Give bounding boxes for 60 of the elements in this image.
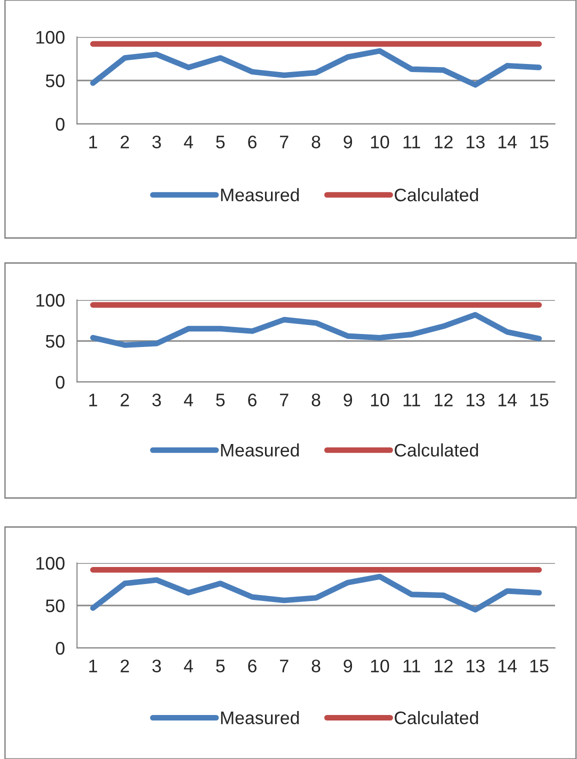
x-tick-label: 10: [371, 660, 390, 672]
x-tick-label: 2: [120, 660, 129, 672]
x-tick-label: 6: [248, 660, 256, 672]
x-tick-label: 12: [434, 136, 453, 148]
y-tick-label: 50: [46, 334, 64, 348]
y-tick-label: 50: [46, 599, 64, 612]
x-tick-label: 11: [404, 394, 420, 406]
x-tick-label: 5: [216, 394, 225, 406]
x-tick-label: 5: [216, 660, 225, 672]
x-tick-label: 13: [466, 136, 485, 148]
y-tick-label: 100: [36, 30, 64, 44]
x-tick-label: 1: [89, 136, 98, 148]
legend-label: Calculated: [394, 711, 478, 724]
x-tick-label: 9: [344, 660, 352, 672]
x-tick-label: 4: [184, 394, 194, 406]
x-tick-label: 14: [498, 660, 517, 672]
y-tick-label: 0: [56, 376, 64, 389]
x-tick-label: 10: [371, 136, 390, 148]
x-tick-label: 7: [280, 394, 288, 406]
x-tick-label: 3: [152, 394, 161, 406]
x-tick-label: 14: [498, 136, 517, 148]
x-tick-label: 7: [280, 660, 288, 672]
x-tick-label: 4: [184, 136, 194, 148]
x-tick-label: 14: [498, 394, 517, 406]
x-tick-label: 1: [89, 394, 98, 406]
x-tick-label: 12: [434, 394, 453, 406]
legend-label: Measured: [221, 711, 299, 724]
x-tick-label: 3: [152, 136, 161, 148]
y-tick-label: 100: [36, 294, 64, 307]
x-tick-label: 3: [152, 660, 161, 672]
x-tick-label: 6: [248, 136, 256, 148]
x-tick-label: 8: [312, 660, 320, 672]
legend-label: Calculated: [394, 443, 478, 457]
x-tick-label: 6: [248, 394, 256, 406]
legend-label: Calculated: [394, 188, 478, 202]
x-tick-label: 12: [434, 660, 453, 672]
x-tick-label: 8: [312, 136, 320, 148]
y-tick-label: 0: [56, 118, 64, 131]
x-tick-label: 9: [344, 136, 352, 148]
x-tick-label: 4: [184, 660, 194, 672]
x-tick-label: 15: [530, 136, 548, 148]
legend-label: Measured: [221, 443, 299, 457]
x-tick-label: 8: [312, 394, 320, 406]
x-tick-label: 13: [466, 660, 485, 672]
x-tick-label: 11: [404, 660, 420, 672]
y-tick-label: 100: [36, 556, 64, 570]
x-tick-label: 5: [216, 136, 225, 148]
x-tick-label: 1: [89, 660, 98, 672]
x-tick-label: 7: [280, 136, 288, 148]
y-tick-label: 0: [56, 642, 64, 655]
y-tick-label: 50: [46, 74, 64, 88]
x-tick-label: 11: [404, 136, 420, 148]
x-tick-label: 13: [466, 394, 485, 406]
x-tick-label: 2: [120, 394, 129, 406]
x-tick-label: 2: [120, 136, 129, 148]
x-tick-label: 15: [530, 660, 548, 672]
x-tick-label: 10: [371, 394, 390, 406]
legend-label: Measured: [221, 188, 299, 202]
x-tick-label: 15: [530, 394, 548, 406]
x-tick-label: 9: [344, 394, 352, 406]
